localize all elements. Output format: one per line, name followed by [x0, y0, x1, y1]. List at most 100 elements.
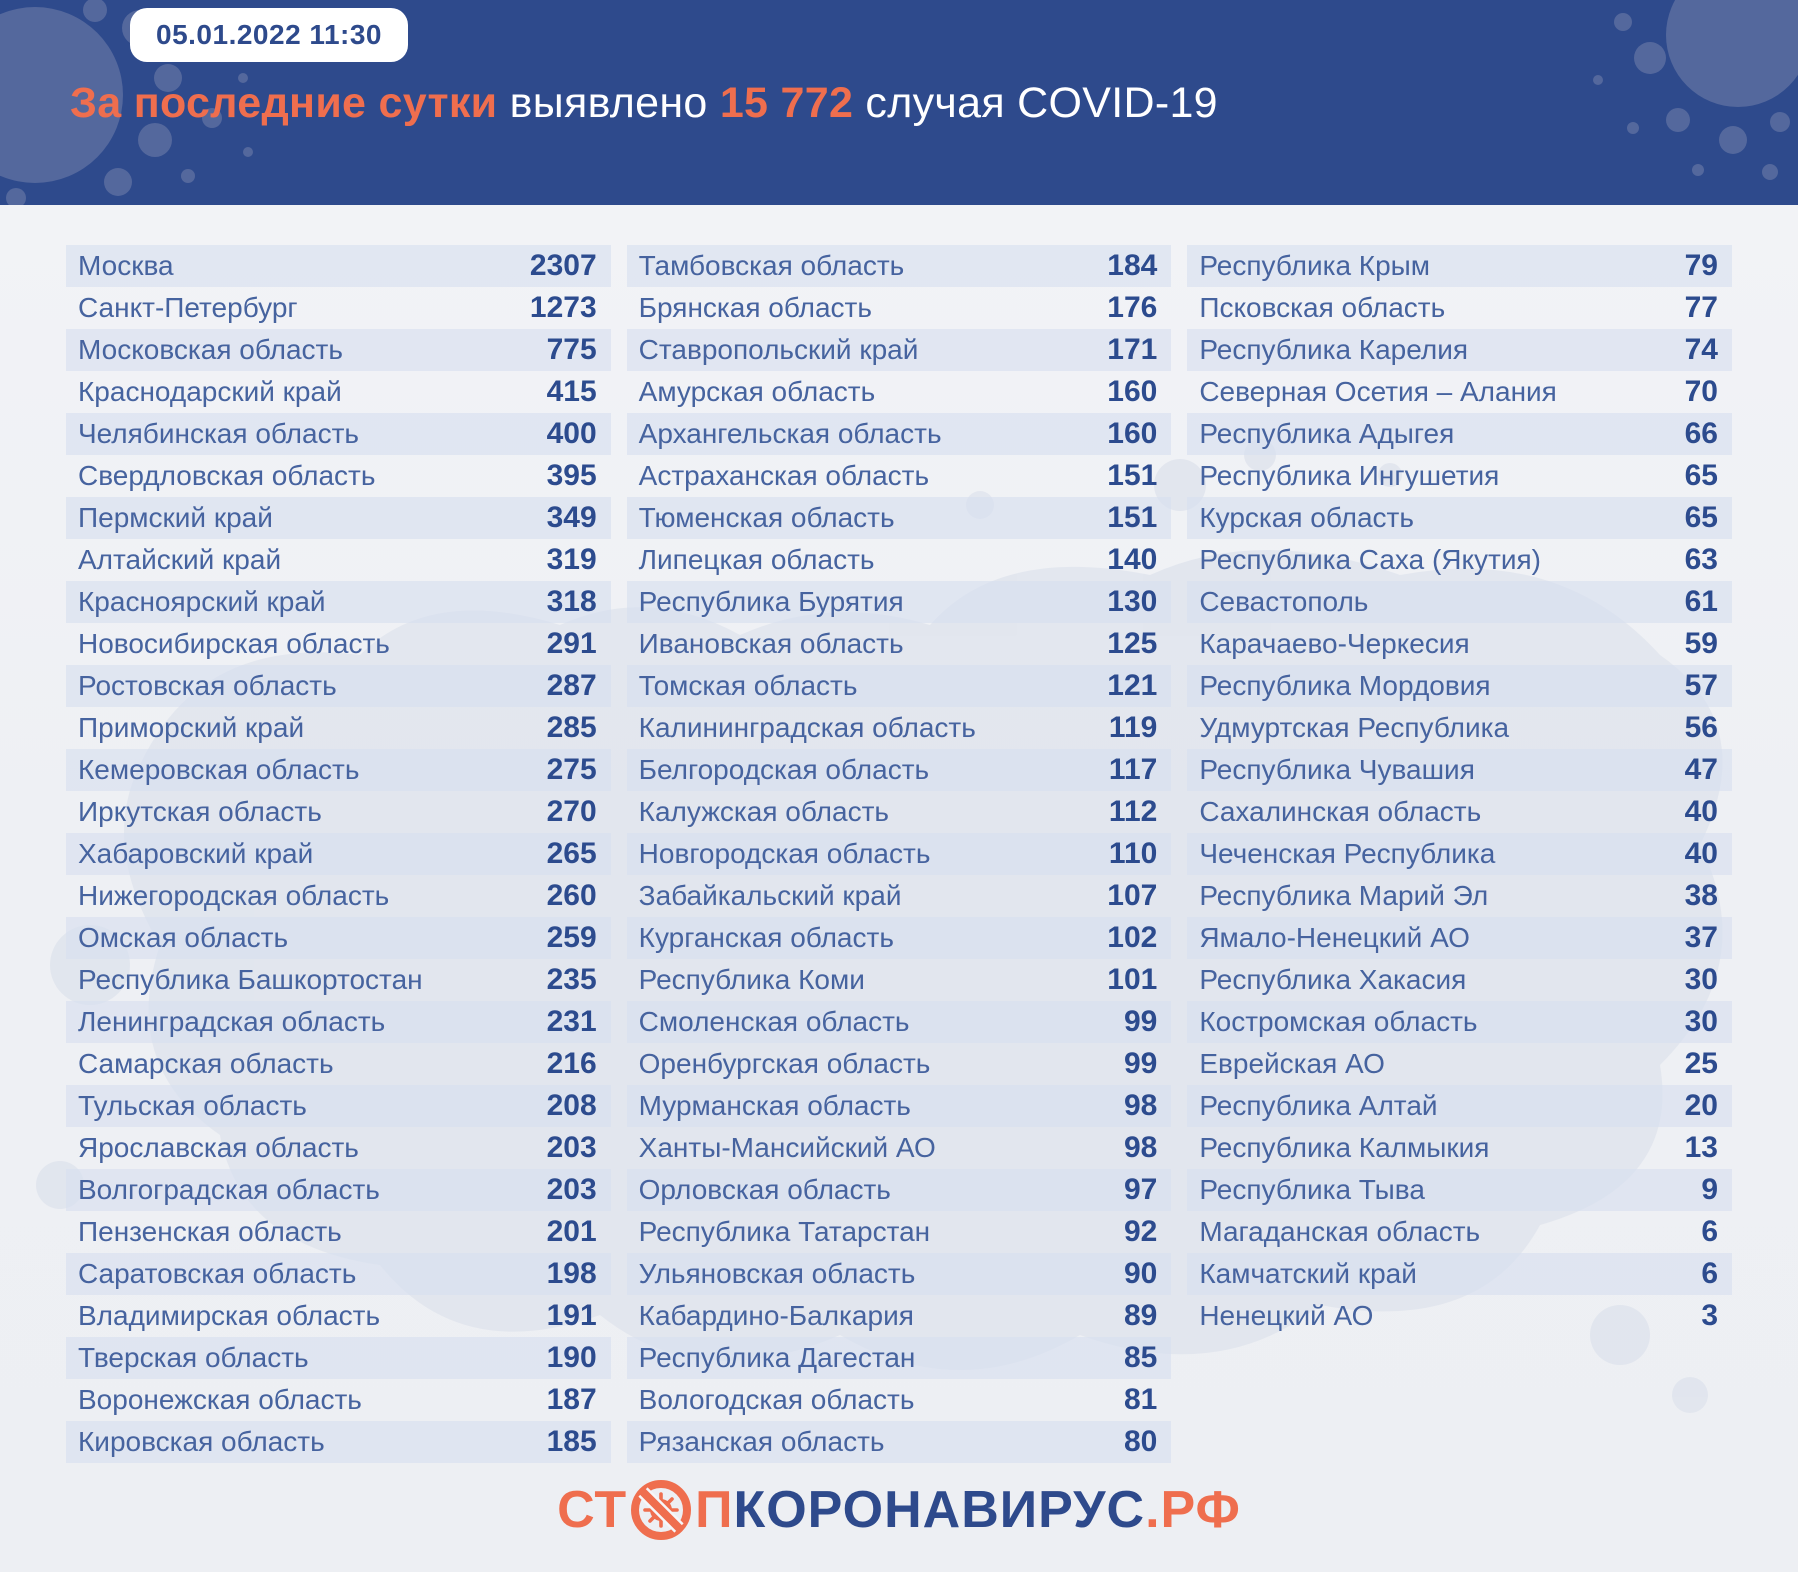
region-name: Республика Мордовия	[1199, 670, 1491, 701]
region-name: Республика Карелия	[1199, 334, 1469, 365]
no-virus-icon	[631, 1480, 692, 1540]
region-row: Кировская область 185	[66, 1421, 611, 1463]
region-row: Камчатский край 6	[1187, 1253, 1732, 1295]
region-row: Новосибирская область 291	[66, 623, 611, 665]
title-text-covid: случая COVID-19	[853, 79, 1218, 127]
region-value: 112	[1108, 795, 1158, 828]
region-name: Амурская область	[638, 376, 876, 407]
region-value: 117	[1108, 753, 1158, 786]
region-value: 203	[546, 1173, 597, 1206]
region-name: Красноярский край	[78, 586, 326, 617]
region-name: Республика Ингушетия	[1199, 460, 1500, 491]
region-row: Ненецкий АО 3	[1187, 1295, 1732, 1337]
region-row: Приморский край 285	[66, 707, 611, 749]
region-name: Псковская область	[1199, 292, 1446, 323]
logo-text-coronavirus: КОРОНАВИРУС	[733, 1481, 1146, 1539]
region-value: 99	[1123, 1047, 1158, 1080]
region-value: 65	[1684, 459, 1718, 492]
region-value: 285	[546, 711, 597, 744]
region-row: Чеченская Республика 40	[1187, 833, 1732, 875]
region-name: Брянская область	[638, 292, 872, 323]
region-row: Алтайский край 319	[66, 539, 611, 581]
region-name: Свердловская область	[78, 460, 376, 491]
region-value: 89	[1123, 1299, 1158, 1332]
region-value: 102	[1107, 921, 1158, 954]
region-value: 125	[1107, 627, 1158, 660]
region-row: Смоленская область 99	[626, 1001, 1172, 1043]
region-name: Хабаровский край	[78, 838, 314, 869]
region-row: Воронежская область 187	[66, 1379, 611, 1421]
region-value: 208	[546, 1089, 597, 1122]
region-name: Ленинградская область	[78, 1006, 386, 1037]
region-row: Костромская область 30	[1187, 1001, 1732, 1043]
region-row: Липецкая область 140	[627, 539, 1172, 581]
virus-splat-left-icon	[0, 0, 253, 205]
region-value: 77	[1684, 291, 1718, 324]
region-name: Новосибирская область	[78, 628, 390, 659]
region-row: Республика Тыва 9	[1187, 1169, 1732, 1211]
region-value: 97	[1123, 1173, 1158, 1206]
region-name: Алтайский край	[78, 544, 282, 575]
region-name: Еврейская АО	[1199, 1048, 1385, 1079]
region-row: Саратовская область 198	[66, 1253, 611, 1295]
region-row: Иркутская область 270	[66, 791, 611, 833]
region-value: 140	[1107, 543, 1158, 576]
region-value: 38	[1684, 879, 1718, 912]
region-value: 191	[546, 1299, 597, 1332]
region-row: Пензенская область 201	[66, 1211, 611, 1253]
region-row: Республика Дагестан 85	[626, 1337, 1172, 1379]
region-row: Санкт-Петербург 1273	[66, 287, 611, 329]
region-row: Республика Чувашия 47	[1187, 749, 1732, 791]
region-row: Ленинградская область 231	[66, 1001, 611, 1043]
region-name: Республика Татарстан	[638, 1216, 931, 1247]
region-row: Республика Ингушетия 65	[1187, 455, 1732, 497]
region-value: 63	[1684, 543, 1718, 576]
region-row: Тульская область 208	[66, 1085, 611, 1127]
region-name: Республика Адыгея	[1199, 418, 1455, 449]
region-row: Орловская область 97	[626, 1169, 1172, 1211]
header: 05.01.2022 11:30 За последние сутки выяв…	[0, 0, 1798, 205]
region-name: Ямало-Ненецкий АО	[1199, 922, 1470, 953]
region-value: 187	[546, 1383, 597, 1416]
region-name: Оренбургская область	[638, 1048, 931, 1079]
region-value: 90	[1123, 1257, 1158, 1290]
region-value: 151	[1107, 501, 1158, 534]
region-row: Ульяновская область 90	[626, 1253, 1172, 1295]
logo-text-p: П	[695, 1481, 734, 1539]
region-name: Самарская область	[78, 1048, 334, 1079]
title-highlight-period: За последние сутки	[70, 79, 498, 127]
region-row: Брянская область 176	[627, 287, 1172, 329]
region-name: Курская область	[1199, 502, 1414, 533]
region-row: Ивановская область 125	[627, 623, 1172, 665]
region-name: Приморский край	[78, 712, 305, 743]
region-name: Сахалинская область	[1199, 796, 1482, 827]
title-total-cases: 15 772	[719, 79, 854, 127]
region-name: Вологодская область	[638, 1384, 915, 1415]
region-name: Республика Тыва	[1199, 1174, 1425, 1205]
region-row: Рязанская область 80	[626, 1421, 1172, 1463]
region-value: 59	[1684, 627, 1718, 660]
region-value: 160	[1107, 417, 1158, 450]
region-name: Чеченская Республика	[1199, 838, 1496, 869]
region-row: Ханты-Мансийский АО 98	[627, 1127, 1172, 1169]
region-name: Ханты-Мансийский АО	[638, 1132, 936, 1163]
region-value: 57	[1684, 669, 1718, 702]
region-value: 66	[1684, 417, 1718, 450]
region-value: 201	[546, 1215, 597, 1248]
region-name: Тульская область	[78, 1090, 307, 1121]
region-value: 3	[1701, 1299, 1718, 1332]
region-row: Калужская область 112	[627, 791, 1172, 833]
region-name: Забайкальский край	[638, 880, 902, 911]
stopcoronavirus-logo: СТ П КОРОНАВИРУС .РФ	[557, 1478, 1241, 1542]
region-row: Новгородская область 110	[626, 833, 1172, 875]
region-row: Республика Башкортостан 235	[66, 959, 611, 1001]
region-value: 121	[1107, 669, 1158, 702]
region-value: 20	[1684, 1089, 1718, 1122]
region-name: Тюменская область	[638, 502, 895, 533]
region-name: Ставропольский край	[638, 334, 919, 365]
region-name: Кировская область	[78, 1426, 325, 1457]
region-value: 415	[546, 375, 597, 408]
region-name: Карачаево-Черкесия	[1199, 628, 1470, 659]
region-name: Нижегородская область	[78, 880, 390, 911]
region-name: Севастополь	[1199, 586, 1369, 617]
